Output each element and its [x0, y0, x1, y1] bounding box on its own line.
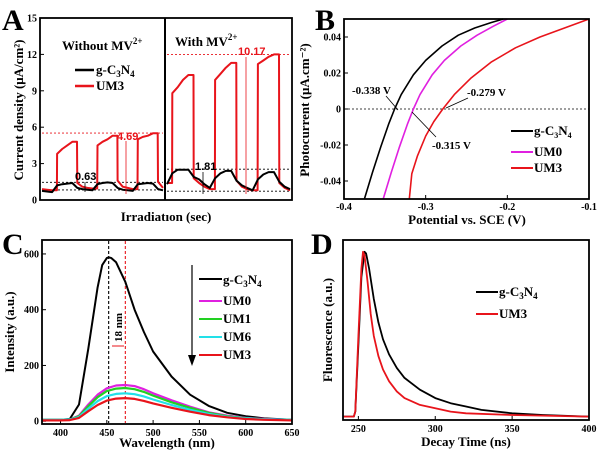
series-line-g-c3n4: [343, 250, 590, 418]
y-tick-label-c: 600: [24, 249, 39, 260]
annotation-10-17: 10.17: [238, 46, 266, 58]
series-line-g-c3n4: [42, 256, 293, 421]
x-tick-label-c: 400: [53, 428, 68, 439]
series-line-um3-with-mv2-: [167, 53, 291, 192]
plot-frame-c: [41, 239, 293, 425]
series-line-um0: [382, 18, 508, 200]
x-tick-label-c: 600: [238, 428, 253, 439]
x-tick-label-b: -0.2: [499, 202, 515, 213]
y-axis-label-d: Fluorescence (a.u.): [320, 278, 335, 382]
series-line-um3: [42, 397, 293, 422]
x-axis-label-d: Decay Time (ns): [421, 434, 511, 449]
annotation-0-279: -0.279 V: [467, 87, 506, 99]
x-tick-label-d: 300: [428, 424, 443, 435]
annotation-arrow-0-315: [411, 111, 437, 138]
y-tick-label-a: 3: [32, 159, 37, 170]
y-axis-label-b: Photocurrent (μA.cm⁻²): [297, 43, 312, 176]
x-tick-label-c: 500: [146, 428, 161, 439]
annotations-a: 4.69 0.63 10.17 1.81: [75, 46, 266, 194]
section-title-with: With MV2+: [175, 32, 238, 49]
legend-c: g-C3N4 UM0 UM1 UM6 UM3: [199, 272, 262, 362]
section-title-without: Without MV2+: [62, 36, 143, 53]
y-tick-label-b: 0.04: [324, 33, 342, 44]
panel-b: B -0.4 -0.3 -0.2 -0.1 -0.04 -0.02 0 0.02 0.04 -0…: [297, 4, 597, 227]
shift-annotation: 18 nm: [112, 313, 125, 347]
panel-a: A 0 3 6 9 12 15 Without MV2+ With MV2+ g-C3N4…: [2, 4, 293, 224]
annotation-18-nm: 18 nm: [113, 313, 125, 342]
annotations-b: -0.338 V -0.315 V -0.279 V: [352, 85, 506, 152]
annotation-4-69: 4.69: [117, 131, 138, 143]
series-line-um3: [408, 18, 590, 200]
y-tick-label-a: 6: [32, 123, 37, 134]
panel-c: C 400 450 500 550 600 650 0 200 400 600 18 nm g-C…: [2, 228, 300, 450]
x-axis-label-b: Potential vs. SCE (V): [408, 212, 526, 227]
legend-label-gc3n4: g-C3N4: [534, 123, 572, 140]
y-tick-label-c: 400: [24, 305, 39, 316]
x-tick-label-d: 350: [505, 424, 520, 435]
legend-label-gc3n4: g-C3N4: [96, 62, 135, 79]
trend-arrow: [188, 265, 196, 366]
panel-label-c: C: [2, 228, 24, 261]
panel-label-a: A: [2, 4, 24, 37]
x-axis-label-a: Irradiatıon (sec): [121, 209, 212, 224]
legend-b: g-C3N4 UM0 UM3: [511, 123, 572, 175]
annotation-arrow-0-338: [385, 95, 399, 111]
y-tick-label-b: 0: [336, 105, 341, 116]
legend-label-um3: UM3: [223, 347, 252, 362]
series-line-g-c3n4-with-mv2-: [166, 168, 291, 192]
x-axis-label-c: Wavelength (nm): [119, 435, 215, 450]
y-tick-label-b: -0.02: [320, 141, 341, 152]
x-tick-label-b: -0.3: [418, 202, 434, 213]
legend-label-um6: UM6: [223, 329, 252, 344]
legend-label-um1: UM1: [223, 311, 251, 326]
annotation-0-315: -0.315 V: [432, 140, 471, 152]
panel-label-b: B: [315, 4, 335, 37]
y-tick-label-c: 200: [24, 361, 39, 372]
legend-label-um3: UM3: [534, 160, 563, 175]
legend-d: g-C3N4 UM3: [476, 284, 538, 321]
plot-frame-d: [342, 239, 590, 421]
annotation-0-63: 0.63: [75, 171, 96, 183]
y-axis-label-a: Current density (μA/cm²): [11, 39, 26, 180]
y-tick-label-a: 15: [27, 14, 37, 25]
legend-label-um0: UM0: [223, 293, 251, 308]
series-line-g-c3n4: [363, 18, 504, 200]
y-tick-label-c: 0: [34, 417, 39, 428]
panel-d: D 250 300 350 400 g-C3N4 UM3 Decay Time (ns…: [311, 228, 597, 449]
arrowhead-icon: [188, 355, 196, 366]
panel-label-d: D: [311, 228, 333, 261]
x-tick-label-c: 650: [285, 428, 300, 439]
legend-label-gc3n4: g-C3N4: [499, 284, 538, 301]
x-tick-label-b: -0.1: [581, 202, 597, 213]
series-line-um3-without-mv2-: [41, 132, 164, 192]
series-line-g-c3n4-without-mv2-: [41, 181, 164, 194]
x-tick-label-d: 250: [351, 424, 366, 435]
legend-label-gc3n4: g-C3N4: [223, 272, 262, 289]
x-tick-label-c: 550: [192, 428, 207, 439]
y-tick-label-b: -0.04: [320, 177, 341, 188]
y-tick-label-a: 12: [27, 50, 37, 61]
legend-label-um3: UM3: [96, 78, 125, 93]
annotation-0-338: -0.338 V: [352, 85, 391, 97]
legend-label-um3: UM3: [499, 306, 528, 321]
plot-frame-b: [343, 18, 590, 200]
annotation-arrow-0-279: [445, 97, 469, 109]
y-tick-label-a: 0: [32, 196, 37, 207]
x-tick-label-d: 400: [582, 424, 597, 435]
legend-label-um0: UM0: [534, 144, 562, 159]
x-tick-label-b: -0.4: [336, 202, 352, 213]
x-tick-label-c: 450: [99, 428, 114, 439]
annotation-1-81: 1.81: [195, 161, 216, 173]
y-axis-label-c: Intensity (a.u.): [2, 291, 17, 372]
series-line-um3: [343, 250, 590, 418]
legend-a: g-C3N4 UM3: [75, 62, 135, 93]
y-tick-label-a: 9: [32, 86, 37, 97]
y-tick-label-b: 0.02: [324, 69, 342, 80]
